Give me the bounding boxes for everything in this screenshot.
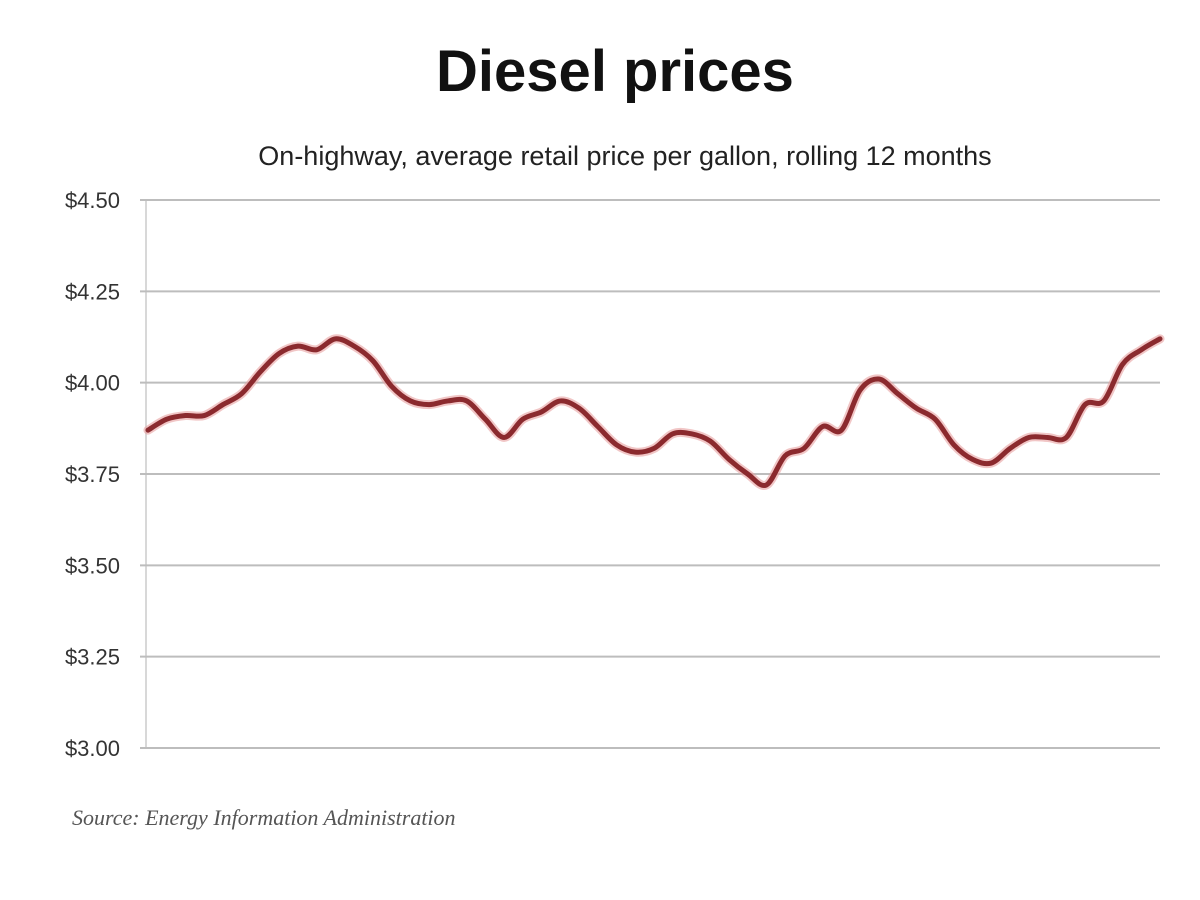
y-tick-label: $3.00 bbox=[65, 736, 120, 761]
series-line bbox=[145, 336, 1163, 489]
source-note: Source: Energy Information Administratio… bbox=[72, 805, 456, 830]
y-tick-label: $4.00 bbox=[65, 371, 120, 396]
chart-title: Diesel prices bbox=[436, 39, 794, 104]
y-tick-label: $3.75 bbox=[65, 462, 120, 487]
chart-subtitle: On-highway, average retail price per gal… bbox=[258, 141, 992, 171]
y-tick-label: $3.50 bbox=[65, 553, 120, 578]
y-tick-label: $3.25 bbox=[65, 645, 120, 670]
series-line-glow bbox=[143, 334, 1165, 490]
y-tick-label: $4.50 bbox=[65, 188, 120, 213]
y-tick-label: $4.25 bbox=[65, 279, 120, 304]
